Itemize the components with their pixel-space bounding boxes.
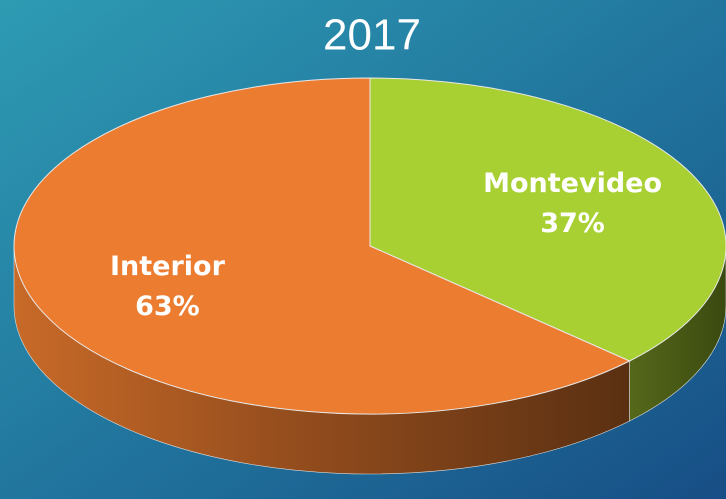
slice-label: Interior — [110, 251, 226, 282]
chart-title: 2017 — [323, 11, 421, 60]
slice-value-label: 37% — [540, 208, 605, 239]
slice-value-label: 63% — [135, 291, 200, 322]
slice-label: Montevideo — [483, 168, 662, 199]
pie-slice — [369, 77, 726, 362]
pie-slice — [13, 77, 631, 415]
